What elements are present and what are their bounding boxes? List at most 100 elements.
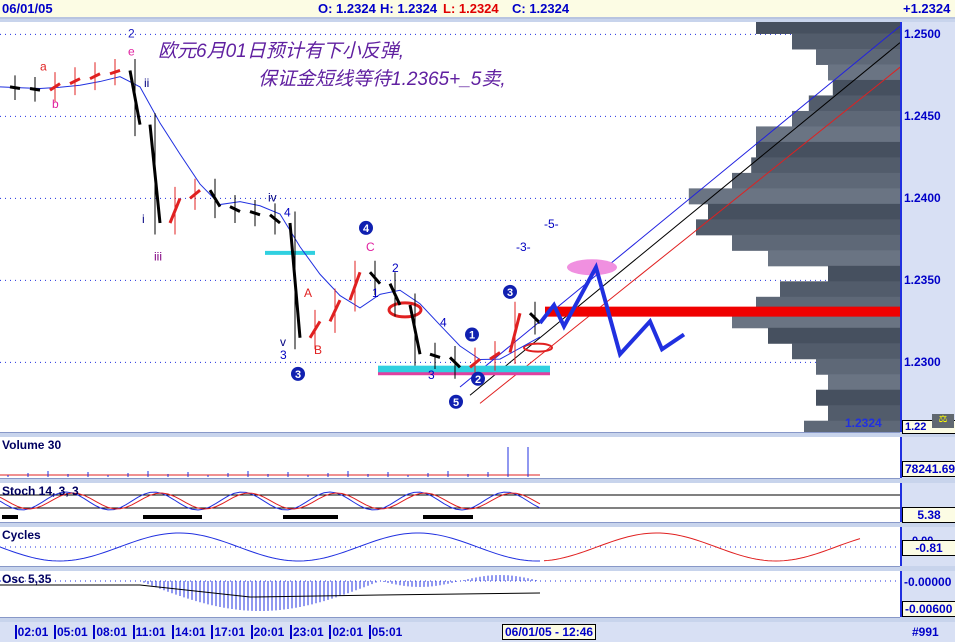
osc-top-value: -0.00000 <box>904 575 952 589</box>
wave-label: i <box>142 212 145 226</box>
wave-label: -3- <box>516 240 531 254</box>
price-tick: 1.2450 <box>904 109 941 124</box>
volume-profile-bar <box>816 389 900 406</box>
wave-circle <box>503 284 517 299</box>
wave-circle-label: 2 <box>475 374 481 386</box>
volume-label: Volume 30 <box>2 438 62 452</box>
wave-label: a <box>40 59 47 73</box>
price-tick: 1.2350 <box>904 273 941 288</box>
price-tick: 1.2400 <box>904 191 941 206</box>
wave-label: iii <box>154 250 162 264</box>
volume-profile-bar <box>732 234 900 251</box>
open: O: 1.2324 <box>318 1 376 16</box>
close: C: 1.2324 <box>512 1 570 16</box>
time-tick: 02:01 <box>329 625 363 639</box>
wave-circle-label: 3 <box>507 287 513 299</box>
annotation-line2: 保证金短线等待1.2365+_5卖, <box>258 69 506 90</box>
time-tick: 20:01 <box>250 625 284 639</box>
wave-circle <box>291 366 305 381</box>
volume-panel[interactable]: Volume 30 <box>0 437 900 479</box>
volume-profile-bar <box>688 188 900 205</box>
wave-label: 2 <box>392 261 399 275</box>
wave-label: C <box>366 240 375 254</box>
volume-profile-bar <box>751 157 900 174</box>
cycles-zero: 0.00 <box>912 535 934 541</box>
current-price-label: 1.2324 <box>845 416 882 430</box>
cycles-axis: 0.00 -0.81 <box>900 527 955 566</box>
price-axis[interactable]: 1.2500 1.2450 1.2400 1.2350 1.2300 1.22 ⚖ <box>900 22 955 434</box>
marker-ellipse <box>523 342 553 353</box>
volume-profile-bar <box>732 172 900 189</box>
date: 06/01/05 <box>2 1 53 16</box>
volume-profile-bar <box>756 141 900 158</box>
wave-label: A <box>304 286 312 300</box>
projection-line <box>538 261 686 359</box>
stoch-k-line <box>0 491 541 511</box>
stoch-signal-bar <box>2 515 18 519</box>
osc-panel[interactable]: Osc 5,35 <box>0 571 900 618</box>
resistance-band <box>545 306 900 317</box>
target-ellipse <box>567 259 617 276</box>
wave-label: 3 <box>280 348 287 362</box>
last-price: +1.2324 <box>903 1 951 16</box>
wave-label: iv <box>268 191 277 205</box>
cycles-forecast-line <box>543 532 861 562</box>
time-tick: 05:01 <box>368 625 402 639</box>
wave-label: 3 <box>428 368 435 382</box>
time-tick: 02:01 <box>14 625 48 639</box>
osc-label: Osc 5,35 <box>2 572 52 586</box>
stoch-panel[interactable]: Stoch 14, 3, 3 <box>0 483 900 523</box>
support-band <box>378 365 550 373</box>
volume-profile-bar <box>756 22 900 34</box>
volume-profile-bar <box>768 327 900 344</box>
volume-profile-bar <box>816 358 900 375</box>
high: H: 1.2324 <box>380 1 438 16</box>
volume-profile-bar <box>696 219 900 236</box>
wave-circle-label: 3 <box>295 369 301 381</box>
support-line <box>378 372 550 376</box>
time-axis[interactable]: 02:01 05:01 08:01 11:01 14:01 17:01 20:01 23:01… <box>0 622 955 642</box>
stoch-d-line <box>0 492 541 510</box>
wave-circle-label: 4 <box>363 223 370 235</box>
cycles-line <box>0 532 541 562</box>
volume-profile-bar <box>792 343 900 360</box>
stoch-signal-bar <box>143 515 202 519</box>
osc-axis: -0.00000 -0.00600 <box>900 571 955 617</box>
wave-circle <box>471 371 485 386</box>
stoch-signal-bar <box>423 515 473 519</box>
time-tick: 23:01 <box>290 625 324 639</box>
wave-label: v <box>280 335 286 349</box>
marker-ellipse <box>387 301 423 319</box>
wave-label: b <box>52 97 59 111</box>
volume-profile-bar <box>828 265 900 282</box>
time-tick: 05:01 <box>54 625 88 639</box>
time-tick: 17:01 <box>211 625 245 639</box>
wave-label: ii <box>144 76 149 90</box>
channel-lower <box>479 66 900 404</box>
stoch-axis: 5.38 <box>900 483 955 523</box>
volume-profile-bar <box>708 203 900 220</box>
volume-profile-bar <box>828 405 900 422</box>
scale-icon[interactable]: ⚖ <box>932 414 954 428</box>
wave-label: e <box>128 45 135 59</box>
wave-circle <box>359 220 373 235</box>
channel-upper <box>459 25 900 388</box>
price-tick: 1.2500 <box>904 27 941 42</box>
time-tick: 11:01 <box>132 625 166 639</box>
stoch-value: 5.38 <box>902 507 955 523</box>
wave-label: -5- <box>544 217 559 231</box>
wave-circle <box>449 394 463 409</box>
time-tick: 14:01 <box>172 625 206 639</box>
channel-mid <box>469 42 900 396</box>
wave-circle <box>465 327 479 342</box>
cursor-time: 06/01/05 - 12:46 <box>502 624 597 640</box>
volume-value: 78241.69 <box>902 461 955 477</box>
volume-profile-bar <box>816 48 900 65</box>
volume-profile-bar <box>756 126 900 143</box>
wave-circle-label: 1 <box>469 330 475 342</box>
cycles-panel[interactable]: Cycles <box>0 527 900 567</box>
cycles-label: Cycles <box>2 528 41 542</box>
time-tick: 08:01 <box>93 625 127 639</box>
